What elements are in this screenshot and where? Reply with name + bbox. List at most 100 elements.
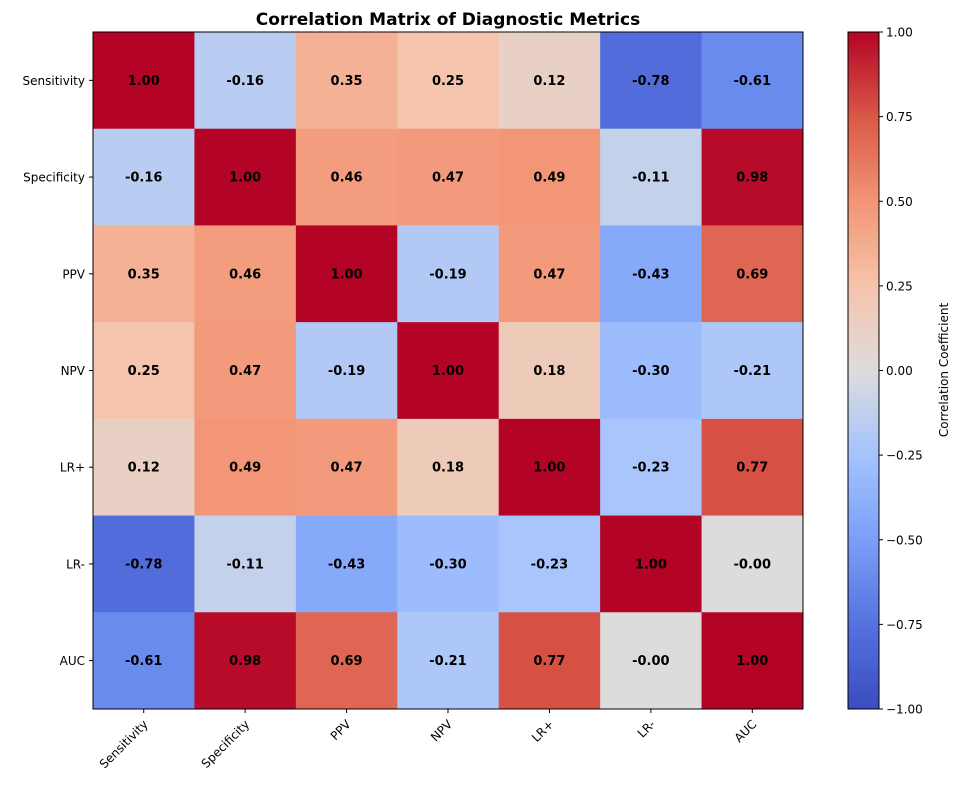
heatmap-cell <box>93 32 195 130</box>
heatmap-cell <box>93 515 195 613</box>
cell-value-label: -0.19 <box>429 267 466 282</box>
x-tick-label: LR- <box>635 717 658 740</box>
heatmap-cell <box>93 418 195 517</box>
heatmap-cell <box>600 515 703 613</box>
cell-value-label: -0.19 <box>328 364 365 379</box>
heatmap-cell <box>701 418 804 517</box>
cell-value-label: -0.30 <box>632 364 669 379</box>
cell-value-label: -0.16 <box>226 74 263 89</box>
heatmap-cell <box>397 322 500 420</box>
cell-value-label: -0.78 <box>125 557 162 572</box>
colorbar-tick-label: 0.00 <box>886 364 913 378</box>
cell-value-label: 0.35 <box>331 74 363 89</box>
cell-value-label: -0.16 <box>125 171 162 186</box>
cell-value-label: -0.00 <box>632 654 669 669</box>
cell-value-label: 0.77 <box>533 654 565 669</box>
heatmap-cell <box>701 225 804 323</box>
cell-value-label: -0.30 <box>429 557 466 572</box>
colorbar-tick-label: −0.50 <box>886 533 923 547</box>
heatmap-cell <box>498 612 601 710</box>
heatmap-cell <box>701 128 804 226</box>
cell-value-label: 0.25 <box>128 364 160 379</box>
heatmap-cell <box>194 128 297 226</box>
heatmap-cell <box>397 225 500 323</box>
heatmap-cell <box>600 32 703 130</box>
cell-value-label: -0.21 <box>734 364 771 379</box>
heatmap-cell <box>295 32 398 130</box>
heatmap-cell <box>701 515 804 613</box>
cell-value-label: -0.21 <box>429 654 466 669</box>
cell-value-label: 1.00 <box>635 557 667 572</box>
heatmap-cell <box>194 225 297 323</box>
heatmap-cell <box>701 322 804 420</box>
cell-value-label: -0.78 <box>632 74 669 89</box>
cell-value-label: 0.46 <box>331 171 363 186</box>
heatmap-cell <box>295 225 398 323</box>
heatmap-cell <box>701 32 804 130</box>
heatmap-cell <box>397 612 500 710</box>
cell-value-label: -0.11 <box>226 557 263 572</box>
cell-value-label: 0.98 <box>229 654 261 669</box>
cell-value-label: 0.47 <box>331 461 363 476</box>
y-tick-label: LR- <box>66 557 85 571</box>
heatmap-cell <box>498 418 601 517</box>
cell-value-label: 0.35 <box>128 267 160 282</box>
x-tick-label: LR+ <box>529 717 557 745</box>
heatmap-cell <box>93 612 195 710</box>
cell-value-label: 1.00 <box>229 171 261 186</box>
y-tick-labels: Sensitivity Specificity PPV NPV LR+ LR- AUC <box>23 74 93 668</box>
y-tick-label: AUC <box>60 654 85 668</box>
heatmap-cell <box>295 612 398 710</box>
colorbar-tick-label: 1.00 <box>886 26 913 40</box>
y-tick-label: NPV <box>61 364 86 378</box>
heatmap-cell <box>194 515 297 613</box>
y-tick-label: Specificity <box>23 171 85 185</box>
cell-value-label: -0.43 <box>328 557 365 572</box>
heatmap-cell <box>194 322 297 420</box>
heatmap-cell <box>600 418 703 517</box>
heatmap-cell <box>600 322 703 420</box>
y-tick-label: Sensitivity <box>23 74 85 88</box>
cell-value-label: 0.69 <box>331 654 363 669</box>
cell-value-label: 0.18 <box>432 461 464 476</box>
cell-value-label: 1.00 <box>128 74 160 89</box>
heatmap-cell <box>498 128 601 226</box>
cell-value-label: -0.23 <box>632 461 669 476</box>
cell-value-label: 0.49 <box>229 461 261 476</box>
heatmap-cell <box>194 418 297 517</box>
x-tick-label: AUC <box>732 717 760 745</box>
x-tick-label: PPV <box>328 717 354 743</box>
colorbar: 1.00 0.75 0.50 0.25 0.00 −0.25 −0.50 −0.75 −1.00 <box>847 26 923 717</box>
x-tick-label: Sensitivity <box>97 717 151 771</box>
cell-value-label: 0.12 <box>533 74 565 89</box>
cell-value-label: 0.46 <box>229 267 261 282</box>
heatmap-cell <box>397 418 500 517</box>
cell-value-label: 0.25 <box>432 74 464 89</box>
colorbar-tick-label: −0.75 <box>886 618 923 632</box>
heatmap-cell <box>397 32 500 130</box>
cell-value-label: 1.00 <box>432 364 464 379</box>
colorbar-tick-label: −1.00 <box>886 703 923 717</box>
colorbar-tick-label: −0.25 <box>886 449 923 463</box>
heatmap-cell <box>498 225 601 323</box>
heatmap-cell <box>498 515 601 613</box>
heatmap-cell <box>93 128 195 226</box>
cell-value-label: 0.98 <box>736 171 768 186</box>
x-tick-label: Specificity <box>199 717 253 771</box>
heatmap-cell <box>498 32 601 130</box>
heatmap-cell <box>295 322 398 420</box>
colorbar-gradient <box>847 31 880 710</box>
heatmap-cell <box>397 515 500 613</box>
heatmap-cell <box>600 225 703 323</box>
cell-value-label: 1.00 <box>331 267 363 282</box>
y-tick-label: PPV <box>62 267 85 281</box>
cell-value-label: -0.61 <box>734 74 771 89</box>
cell-value-label: 0.47 <box>229 364 261 379</box>
cell-value-label: -0.23 <box>531 557 568 572</box>
x-tick-label: NPV <box>428 717 456 745</box>
cell-value-label: -0.61 <box>125 654 162 669</box>
heatmap-cell <box>295 515 398 613</box>
heatmap-cell <box>295 418 398 517</box>
